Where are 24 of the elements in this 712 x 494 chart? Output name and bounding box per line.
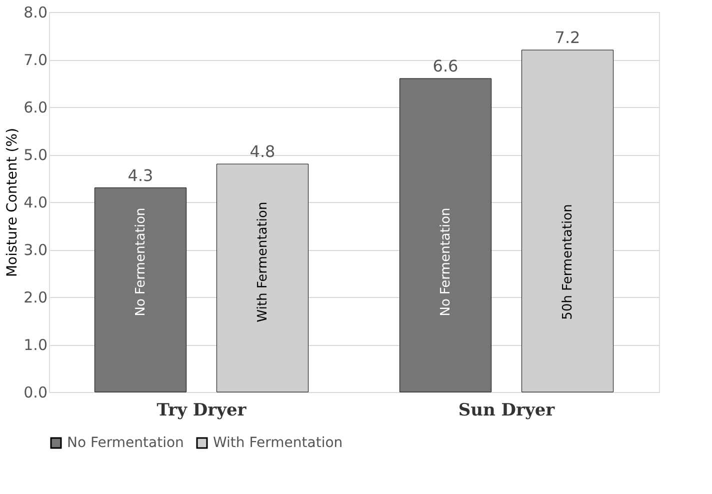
y-tick-label: 3.0 — [24, 241, 48, 259]
y-tick-label: 2.0 — [24, 288, 48, 306]
data-label: 4.8 — [250, 142, 276, 161]
annotation: 50h Fermentation — [560, 204, 576, 320]
y-tick-label: 5.0 — [24, 146, 48, 164]
x-tick-label: Sun Dryer — [458, 400, 556, 420]
y-tick-label: 0.0 — [24, 384, 48, 402]
y-tick-label: 8.0 — [24, 4, 48, 22]
data-label: 7.2 — [554, 28, 580, 47]
y-axis-title: Moisture Content (%) — [4, 128, 21, 278]
annotation: No Fermentation — [134, 208, 148, 316]
legend-label: No Fermentation — [67, 435, 184, 451]
data-label: 6.6 — [432, 56, 458, 76]
y-tick-label: 4.0 — [24, 194, 48, 212]
legend-label: With Fermentation — [213, 435, 343, 451]
data-label: 4.3 — [128, 166, 154, 185]
x-tick-label: Try Dryer — [156, 400, 248, 420]
y-tick-label: 1.0 — [24, 336, 48, 354]
y-tick-label: 7.0 — [24, 51, 48, 69]
annotation: No Fermentation — [438, 208, 454, 316]
bar — [94, 188, 186, 392]
annotation: With Fermentation — [256, 202, 270, 322]
bar — [400, 78, 492, 392]
y-tick-label: 6.0 — [24, 98, 48, 116]
